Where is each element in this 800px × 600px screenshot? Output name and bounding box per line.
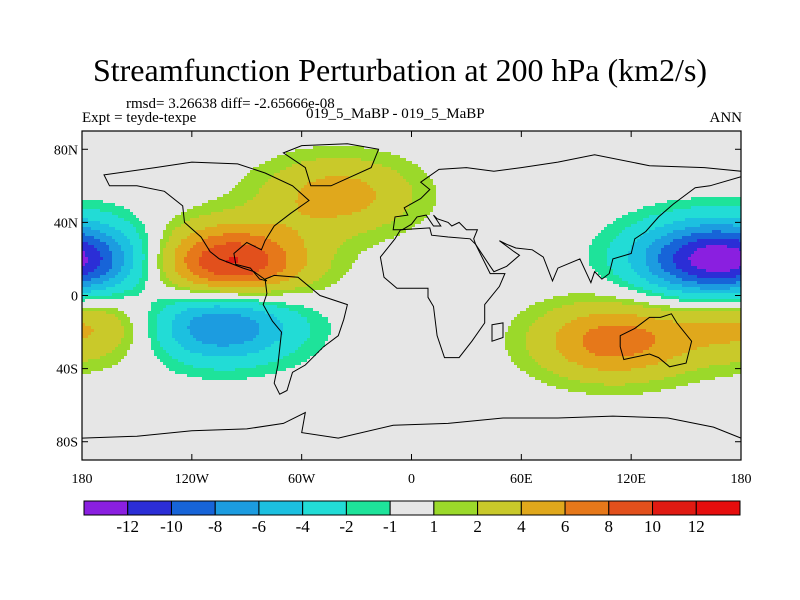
colorbar-swatch [214, 500, 260, 516]
colorbar-label: -8 [208, 517, 222, 536]
chart-title: Streamfunction Perturbation at 200 hPa (… [0, 52, 800, 89]
colorbar-label: 8 [605, 517, 614, 536]
continent-eurasia [392, 154, 742, 285]
y-tick-label: 80N [54, 143, 78, 158]
colorbar-label: -4 [296, 517, 311, 536]
continent-south-america [262, 274, 348, 395]
colorbar-swatch [345, 500, 391, 516]
colorbar-label: -1 [383, 517, 397, 536]
colorbar-swatch [564, 500, 610, 516]
colorbar-label: 1 [430, 517, 439, 536]
colorbar-swatch [389, 500, 435, 516]
x-tick-label: 0 [408, 472, 415, 487]
continent-australia [619, 313, 693, 368]
colorbar-swatch [127, 500, 172, 516]
colorbar-swatch [652, 500, 697, 516]
colorbar-label: 12 [688, 517, 705, 536]
stats-text: rmsd= 3.26638 diff= -2.65666e-08 [126, 96, 335, 113]
colorbar-label: -6 [252, 517, 266, 536]
x-tick-label: 60E [510, 472, 533, 487]
colorbar-label: -10 [160, 517, 183, 536]
colorbar-label: 10 [644, 517, 661, 536]
colorbar-swatch [302, 500, 347, 516]
colorbar-swatch [433, 500, 479, 516]
heatmap-field [82, 131, 741, 460]
colorbar-label: -2 [339, 517, 353, 536]
colorbar-label: 6 [561, 517, 570, 536]
x-tick-label: 180 [731, 472, 752, 487]
y-tick-label: 40N [54, 216, 78, 231]
axes: 180 120W 60W 0 60E 120E 180 80N 40N 0 40S 80S [54, 131, 752, 487]
colorbar-label: 2 [473, 517, 482, 536]
colorbar-swatch [83, 500, 129, 516]
experiment-label: Expt = teyde-texpe [82, 110, 196, 127]
y-tick-label: 40S [56, 363, 78, 378]
continent-madagascar [491, 322, 504, 342]
colorbar-swatch [258, 500, 304, 516]
x-tick-label: 60W [288, 472, 316, 487]
colorbar-swatch [608, 500, 654, 516]
x-tick-label: 180 [72, 472, 93, 487]
y-tick-label: 0 [71, 290, 78, 305]
colorbar-swatch [520, 500, 566, 516]
experiment-name: 019_5_MaBP - 019_5_MaBP [306, 106, 485, 123]
continent-africa [379, 227, 506, 359]
colorbar-swatch [695, 500, 741, 516]
y-tick-label: 80S [56, 436, 78, 451]
x-tick-label: 120W [175, 472, 210, 487]
colorbar-swatch [170, 500, 216, 516]
x-tick-label: 120E [616, 472, 646, 487]
colorbar-label: 4 [517, 517, 526, 536]
continent-greenland [282, 143, 380, 187]
continent-north-america [103, 161, 310, 282]
colorbar-label: -12 [116, 517, 139, 536]
colorbar: -12 -10 -8 -6 -4 -2 -1 1 2 4 6 8 10 12 [83, 500, 741, 536]
colorbar-swatch [477, 500, 522, 516]
season-label: ANN [710, 110, 743, 127]
